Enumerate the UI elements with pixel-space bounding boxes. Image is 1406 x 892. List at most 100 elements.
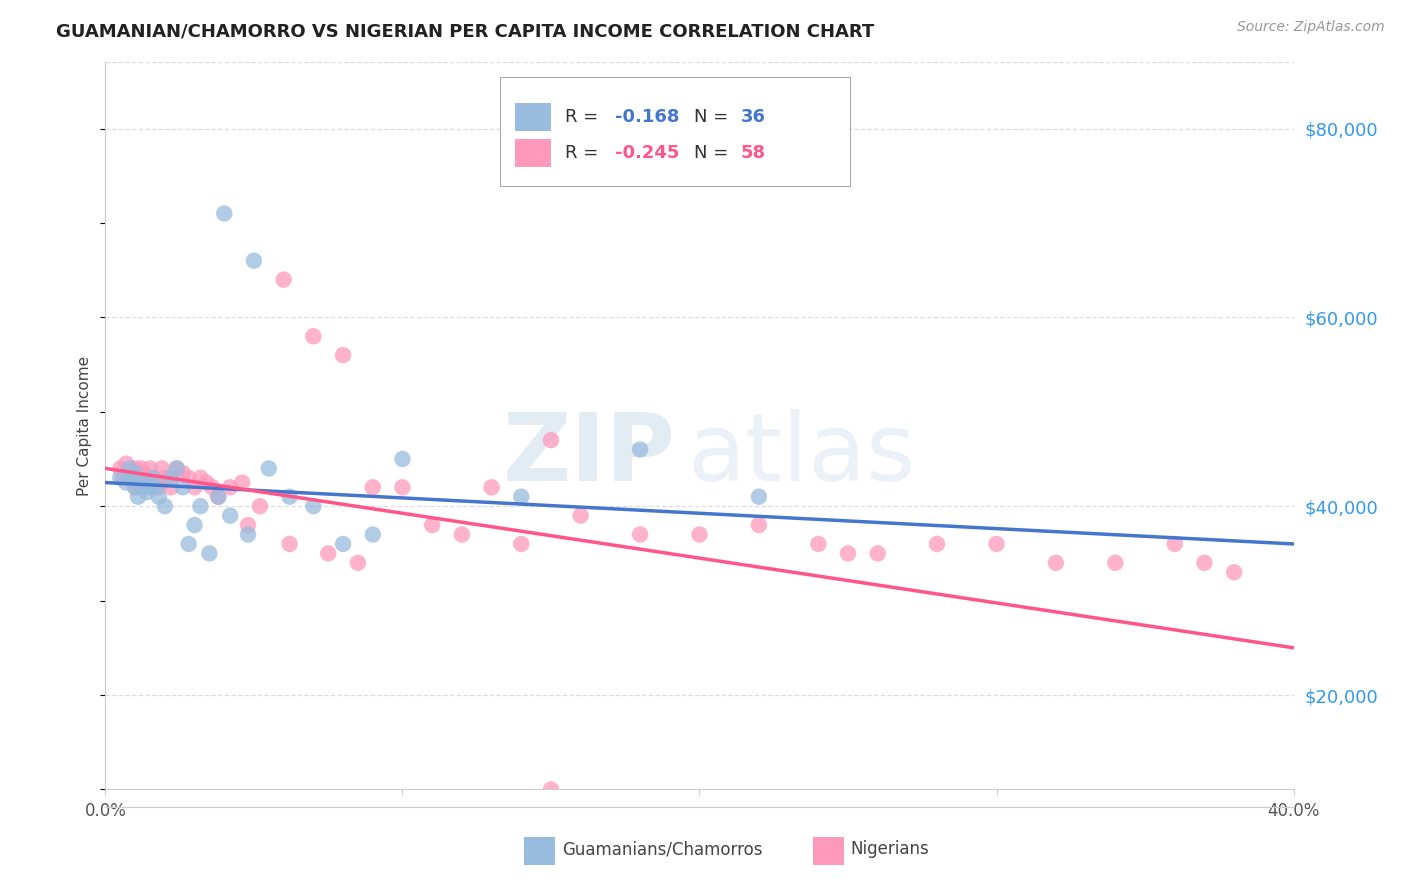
- Y-axis label: Per Capita Income: Per Capita Income: [77, 356, 93, 496]
- Point: [129, 461, 152, 475]
- Point: [172, 466, 194, 480]
- Point: [927, 537, 949, 551]
- Point: [177, 537, 200, 551]
- Point: [183, 518, 205, 533]
- FancyBboxPatch shape: [501, 77, 851, 186]
- Point: [148, 480, 170, 494]
- Text: 36: 36: [741, 108, 766, 126]
- Point: [145, 475, 167, 490]
- Point: [689, 527, 711, 541]
- Point: [450, 527, 472, 541]
- Text: Source: ZipAtlas.com: Source: ZipAtlas.com: [1237, 20, 1385, 34]
- Point: [153, 499, 176, 513]
- Point: [219, 480, 242, 494]
- Point: [231, 475, 253, 490]
- Point: [159, 471, 181, 485]
- Point: [332, 537, 354, 551]
- Point: [361, 480, 384, 494]
- Point: [986, 537, 1008, 551]
- Point: [1045, 556, 1067, 570]
- Point: [1104, 556, 1126, 570]
- Point: [243, 253, 266, 268]
- Point: [540, 433, 562, 447]
- Point: [132, 466, 155, 480]
- Point: [124, 480, 146, 494]
- Point: [198, 546, 221, 560]
- FancyBboxPatch shape: [516, 139, 551, 167]
- Point: [481, 480, 503, 494]
- Point: [190, 499, 212, 513]
- Point: [207, 490, 229, 504]
- Point: [207, 490, 229, 504]
- Point: [129, 480, 152, 494]
- Point: [1164, 537, 1187, 551]
- Point: [139, 480, 162, 494]
- Point: [124, 466, 146, 480]
- Point: [316, 546, 339, 560]
- Point: [183, 480, 205, 494]
- Point: [136, 485, 159, 500]
- Point: [150, 461, 173, 475]
- Point: [177, 471, 200, 485]
- Point: [166, 461, 188, 475]
- Text: N =: N =: [693, 108, 734, 126]
- Point: [166, 461, 188, 475]
- Point: [148, 490, 170, 504]
- Point: [748, 518, 770, 533]
- Point: [249, 499, 271, 513]
- Point: [628, 527, 651, 541]
- Point: [278, 490, 301, 504]
- Point: [121, 466, 143, 480]
- Point: [361, 527, 384, 541]
- Point: [110, 471, 132, 485]
- Point: [302, 329, 325, 343]
- Point: [142, 471, 165, 485]
- Text: Nigerians: Nigerians: [851, 840, 929, 858]
- Point: [190, 471, 212, 485]
- Point: [236, 518, 259, 533]
- Point: [347, 556, 370, 570]
- Point: [136, 475, 159, 490]
- Text: Guamanians/Chamorros: Guamanians/Chamorros: [562, 840, 763, 858]
- Point: [127, 471, 149, 485]
- Text: N =: N =: [693, 145, 734, 162]
- Point: [139, 461, 162, 475]
- Point: [124, 480, 146, 494]
- Point: [219, 508, 242, 523]
- Text: R =: R =: [565, 145, 605, 162]
- Point: [1194, 556, 1216, 570]
- Point: [510, 537, 533, 551]
- Text: ZIP: ZIP: [503, 409, 676, 501]
- Point: [118, 471, 141, 485]
- Point: [172, 480, 194, 494]
- Point: [195, 475, 218, 490]
- Point: [127, 490, 149, 504]
- Point: [159, 480, 181, 494]
- Point: [153, 471, 176, 485]
- Point: [115, 475, 138, 490]
- Point: [1223, 566, 1246, 580]
- Point: [118, 461, 141, 475]
- Text: atlas: atlas: [688, 409, 915, 501]
- Point: [569, 508, 592, 523]
- Point: [121, 471, 143, 485]
- Text: 58: 58: [741, 145, 766, 162]
- Point: [866, 546, 889, 560]
- Point: [273, 272, 295, 286]
- Point: [132, 475, 155, 490]
- Point: [236, 527, 259, 541]
- Point: [257, 461, 280, 475]
- Point: [214, 206, 236, 220]
- Point: [837, 546, 859, 560]
- Point: [540, 782, 562, 797]
- Point: [302, 499, 325, 513]
- Point: [807, 537, 830, 551]
- Point: [420, 518, 443, 533]
- Point: [112, 471, 135, 485]
- Point: [748, 490, 770, 504]
- Text: R =: R =: [565, 108, 605, 126]
- Point: [332, 348, 354, 362]
- Point: [278, 537, 301, 551]
- Point: [115, 457, 138, 471]
- Point: [391, 452, 413, 467]
